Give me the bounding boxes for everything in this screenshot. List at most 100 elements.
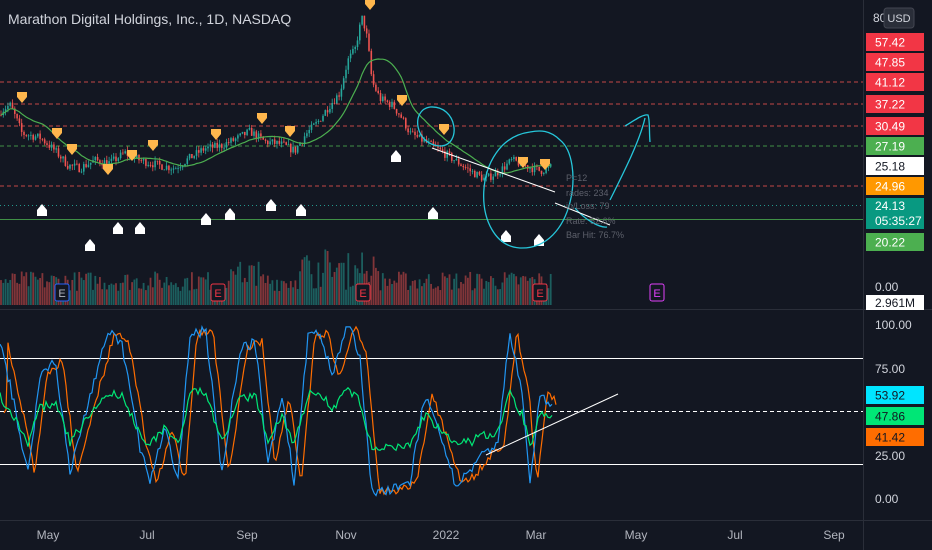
candle-body: [211, 144, 214, 148]
volume-bar: [128, 289, 131, 305]
volume-bar: [207, 272, 209, 305]
candle-body: [271, 139, 274, 142]
candle-body: [382, 96, 384, 102]
volume-bar: [506, 277, 508, 305]
volume-bar: [154, 271, 156, 305]
candle-body: [533, 165, 536, 173]
volume-bar: [85, 273, 87, 305]
sell-signal-icon: [439, 124, 449, 135]
candle-body: [467, 167, 469, 169]
volume-bar: [108, 284, 110, 305]
price-tag-label-1: 47.85: [875, 56, 905, 70]
volume-bar: [73, 272, 76, 305]
volume-bar: [161, 287, 163, 305]
volume-bar: [20, 271, 23, 305]
candle-body: [294, 146, 297, 153]
candle-body: [377, 90, 379, 94]
sell-signal-icon: [148, 140, 158, 151]
candle-body: [432, 141, 435, 145]
sell-signal-icon: [103, 164, 113, 175]
osc-trendline: [485, 393, 619, 456]
candle-body: [299, 142, 301, 146]
price-tag-label-7: 24.96: [875, 180, 905, 194]
volume-bar: [39, 278, 41, 305]
osc-axis-100: 100.00: [875, 318, 912, 332]
buy-signal-icon: [296, 204, 306, 216]
volume-bar: [209, 289, 212, 305]
drawn-trendline: [431, 147, 556, 193]
volume-bar: [338, 263, 340, 305]
volume-bar: [158, 279, 161, 305]
buy-signal-icon: [85, 239, 95, 251]
candle-body: [186, 158, 189, 164]
volume-bar: [253, 265, 255, 305]
candle-body: [503, 166, 506, 170]
volume-bar: [227, 280, 230, 305]
buy-signal-icon: [391, 150, 401, 162]
volume-bar: [186, 277, 189, 305]
volume-bar: [467, 277, 469, 305]
candle-body: [34, 136, 37, 140]
volume-bar: [372, 256, 375, 305]
volume-bar: [112, 284, 115, 305]
earnings-marker-box: [210, 283, 226, 302]
candle-body: [46, 143, 48, 145]
horizontal-levels: [0, 81, 863, 220]
candle-body: [188, 153, 191, 159]
volume-bar: [16, 282, 18, 305]
currency-button[interactable]: USD: [883, 7, 915, 29]
candle-body: [80, 171, 83, 173]
volume-bar: [306, 255, 308, 305]
volume-bar: [446, 277, 449, 305]
volume-bar: [197, 276, 200, 305]
candle-body: [69, 164, 71, 169]
volume-bar: [204, 279, 207, 305]
candle-body: [342, 78, 345, 89]
volume-bar: [92, 289, 94, 305]
volume-bar: [395, 282, 398, 305]
volume-bar: [36, 279, 39, 305]
candle-body: [57, 148, 60, 157]
volume-bar: [492, 278, 495, 305]
sell-signal-icon: [540, 159, 550, 170]
volume-bar: [430, 283, 432, 305]
volume-bar: [181, 286, 184, 305]
candle-body: [545, 167, 547, 174]
price-tag-7: 24.96: [866, 177, 924, 195]
candle-body: [230, 138, 232, 143]
candle-body: [517, 160, 520, 166]
candle-body: [384, 96, 386, 101]
candle-body: [255, 131, 258, 139]
volume-bar: [103, 282, 106, 305]
volume-bar: [30, 271, 32, 305]
volume-bar: [349, 286, 352, 305]
time-label-6: May: [625, 528, 648, 542]
price-tag-bg-8: [866, 233, 924, 251]
volume-bar: [432, 288, 435, 305]
volume-bar: [149, 277, 152, 305]
volume-bar: [110, 283, 113, 305]
candle-body: [487, 173, 490, 176]
candle-body: [336, 95, 338, 104]
candle-body: [428, 141, 430, 143]
volume-bar: [174, 283, 177, 305]
candle-body: [326, 110, 329, 113]
volume-bar: [4, 279, 7, 305]
price-tag-5: 27.19: [866, 137, 924, 155]
volume-bar: [317, 262, 320, 305]
candle-body: [202, 148, 205, 151]
candle-body: [260, 133, 262, 137]
candle-body: [18, 118, 21, 124]
candle-body: [430, 141, 432, 143]
candle-body: [53, 144, 55, 150]
volume-bar: [172, 284, 175, 305]
volume-bar: [453, 278, 455, 305]
osc-value-tag-bg: [866, 428, 924, 446]
candle-body: [352, 48, 354, 54]
volume-bar: [296, 288, 299, 305]
candle-body: [400, 114, 402, 118]
sell-signal-icon: [17, 92, 27, 103]
candle-body: [156, 160, 159, 162]
candle-body: [515, 157, 517, 161]
